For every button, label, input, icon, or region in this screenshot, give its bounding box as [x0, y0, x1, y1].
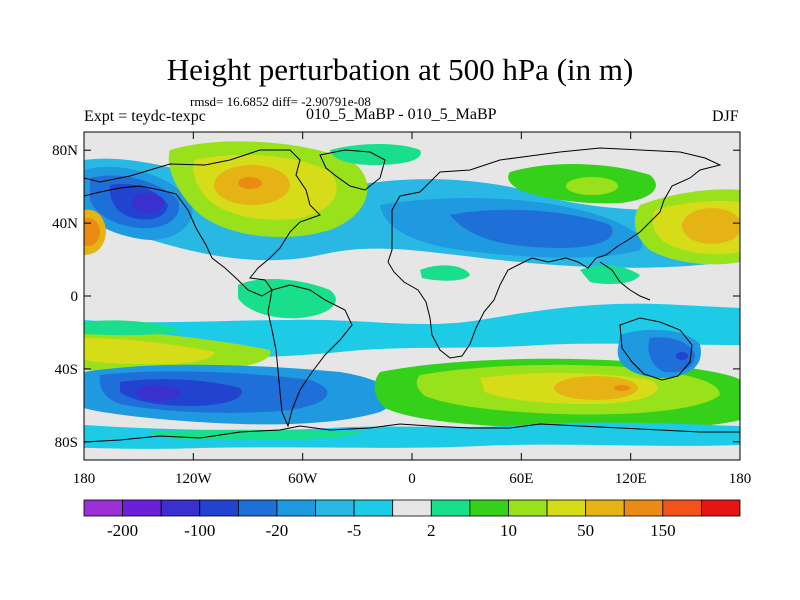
x-tick-label: 180: [729, 471, 752, 487]
tropic-africa-patch: [420, 265, 470, 281]
colorbar-swatch: [237, 499, 278, 517]
australia-low-core: [648, 337, 695, 373]
coastlines: [84, 147, 740, 443]
axis-ticks: [83, 132, 741, 460]
sh-high-core: [554, 376, 638, 400]
tropic-green-patch: [238, 278, 336, 319]
colorbar-swatch: [701, 499, 741, 517]
colorbar-swatch: [276, 499, 316, 517]
season-label: DJF: [712, 108, 739, 125]
x-tick-label: 120W: [175, 471, 213, 487]
australia-low-center: [676, 352, 688, 360]
y-tick-label: 40S: [55, 362, 78, 378]
colorbar-swatch: [122, 499, 162, 517]
colorbar-swatch: [546, 499, 587, 517]
colorbar-swatch: [353, 499, 394, 517]
west-pacific-high-peak: [682, 208, 740, 244]
y-tick-label: 80S: [55, 435, 78, 451]
colorbar-swatch: [585, 499, 625, 517]
coastline-eurasia-africa: [387, 147, 722, 359]
colorbar-label: -5: [347, 521, 361, 540]
coastline-antarctica: [84, 423, 740, 443]
sh-green-west-core: [84, 338, 215, 365]
na-ridge-peak: [238, 177, 262, 189]
x-tick-label: 0: [408, 471, 416, 487]
experiment-label: Expt = teydc-texpc: [84, 108, 206, 125]
x-tick-label: 60W: [288, 471, 318, 487]
colorbar-swatch: [662, 499, 702, 517]
colorbar-swatch: [392, 499, 432, 517]
colorbar-label: 50: [577, 521, 594, 540]
colorbar-swatch: [199, 499, 239, 517]
nh-darkblue-band: [450, 209, 613, 248]
coastline-australia: [619, 317, 693, 381]
colorbar: [83, 499, 741, 517]
colorbar-label: 2: [427, 521, 436, 540]
coastline-greenland: [319, 149, 386, 191]
colorbar-swatch: [469, 499, 509, 517]
y-tick-label: 80N: [52, 143, 78, 159]
y-tick-label: 0: [71, 289, 79, 305]
colorbar-labels: -200 -100 -20 -5 2 10 50 150: [107, 521, 676, 540]
colorbar-label: -100: [184, 521, 215, 540]
siberia-high-core: [566, 177, 618, 195]
sh-high-peak: [614, 385, 630, 391]
colorbar-swatch: [623, 499, 664, 517]
colorbar-label: 150: [650, 521, 676, 540]
x-tick-label: 180: [73, 471, 96, 487]
case-label: 010_5_MaBP - 010_5_MaBP: [306, 106, 497, 123]
sh-low-eye: [136, 385, 180, 401]
axis-labels: 180 120W 60W 0 60E 120E 180 80N 40N 0 40S 80S: [52, 143, 751, 487]
colorbar-swatch: [508, 499, 548, 517]
coastline-south-america: [267, 284, 353, 428]
colorbar-swatch: [160, 499, 201, 517]
sh-tropic-green: [84, 320, 180, 336]
x-tick-label: 60E: [509, 471, 533, 487]
pacific-low-eye: [132, 193, 164, 213]
coastline-southeast-asia: [599, 261, 651, 301]
y-tick-label: 40N: [52, 216, 78, 232]
chart-title: Height perturbation at 500 hPa (in m): [166, 52, 634, 87]
east-pacific-high-core: [84, 218, 100, 246]
colorbar-swatch: [430, 499, 471, 517]
tropic-south-band: [84, 303, 740, 358]
colorbar-swatch: [315, 499, 355, 517]
stats-label: rmsd= 16.6852 diff= -2.90791e-08: [190, 94, 371, 109]
colorbar-label: -200: [107, 521, 138, 540]
antarctic-band: [84, 422, 740, 449]
colorbar-label: 10: [500, 521, 517, 540]
colorbar-label: -20: [266, 521, 289, 540]
tropic-indian-patch: [580, 265, 640, 284]
field-layer: [84, 141, 740, 449]
colorbar-swatch: [83, 499, 123, 517]
coastline-north-america: [84, 149, 321, 297]
x-tick-label: 120E: [615, 471, 647, 487]
